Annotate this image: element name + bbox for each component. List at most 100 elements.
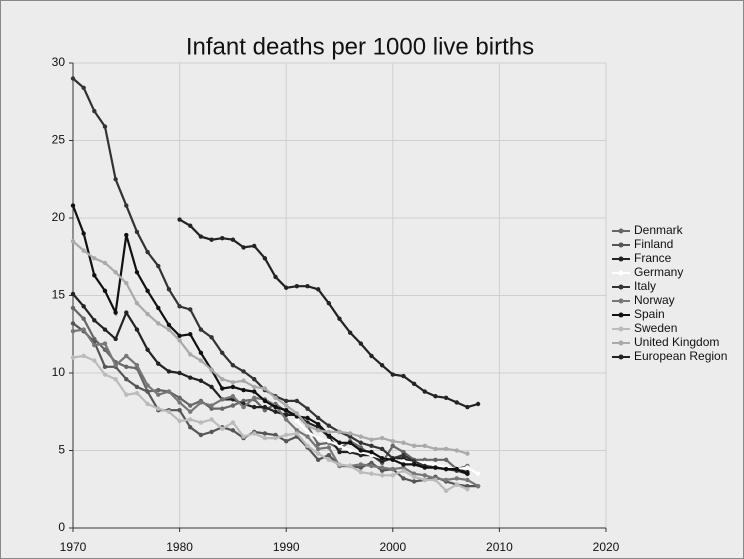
x-tick-label: 1990: [273, 540, 300, 554]
data-point: [390, 466, 395, 472]
legend-marker: [618, 242, 624, 248]
data-point: [358, 341, 364, 346]
data-point: [273, 432, 278, 438]
data-point: [113, 177, 118, 182]
x-tick-label: 2010: [486, 540, 513, 554]
data-point: [284, 408, 289, 413]
data-point: [134, 384, 140, 390]
data-point: [230, 428, 236, 433]
data-point: [262, 404, 268, 410]
legend-label: European Region: [634, 349, 727, 363]
data-point: [390, 457, 395, 462]
data-point: [188, 425, 193, 430]
data-point: [315, 421, 321, 427]
legend-label: Denmark: [634, 223, 684, 237]
data-point: [369, 452, 374, 458]
data-point: [337, 449, 342, 455]
data-point: [113, 336, 118, 342]
data-point: [134, 301, 140, 306]
data-point: [465, 477, 470, 483]
data-point: [262, 408, 268, 413]
data-point: [315, 435, 321, 441]
data-point: [401, 373, 406, 379]
y-tick-label: 0: [58, 520, 65, 534]
data-point: [198, 420, 204, 425]
data-point: [81, 316, 86, 321]
data-point: [102, 341, 108, 346]
data-point: [166, 327, 172, 332]
data-point: [230, 384, 236, 390]
data-point: [379, 446, 385, 452]
data-point: [230, 394, 236, 399]
legend-label: France: [634, 251, 672, 265]
data-point: [113, 310, 118, 315]
data-point: [124, 310, 129, 315]
data-point: [220, 386, 225, 391]
x-tick-label: 2000: [379, 540, 406, 554]
data-point: [326, 429, 332, 435]
data-point: [102, 364, 108, 369]
data-point: [326, 452, 332, 458]
data-point: [347, 440, 353, 445]
data-point: [70, 239, 76, 244]
data-point: [198, 350, 204, 356]
legend-label: Sweden: [634, 321, 677, 335]
data-point: [443, 395, 449, 400]
data-point: [262, 386, 268, 391]
data-point: [70, 321, 76, 326]
data-point: [70, 291, 76, 297]
data-point: [220, 406, 225, 411]
data-point: [166, 322, 172, 328]
data-point: [252, 431, 257, 436]
data-point: [262, 256, 268, 261]
data-point: [92, 342, 97, 348]
data-point: [315, 451, 321, 456]
data-point: [124, 280, 129, 286]
data-point: [358, 470, 364, 475]
data-point: [70, 305, 76, 311]
data-point: [379, 473, 385, 478]
data-point: [401, 459, 406, 464]
data-point: [326, 439, 332, 444]
data-point: [209, 429, 214, 435]
data-point: [81, 327, 86, 332]
data-point: [347, 330, 353, 335]
data-point: [401, 440, 406, 445]
data-point: [252, 404, 257, 410]
data-point: [102, 347, 108, 352]
data-point: [230, 380, 236, 385]
data-point: [124, 364, 129, 369]
data-point: [369, 463, 374, 469]
data-point: [262, 431, 268, 436]
data-point: [166, 389, 172, 394]
data-point: [337, 462, 342, 467]
data-point: [81, 353, 86, 359]
data-point: [209, 406, 214, 411]
data-point: [124, 232, 129, 238]
data-point: [124, 353, 129, 359]
data-point: [465, 487, 470, 492]
data-point: [369, 353, 374, 359]
data-point: [433, 477, 438, 483]
data-point: [284, 285, 289, 290]
data-point: [401, 449, 406, 455]
data-point: [188, 223, 193, 228]
data-point: [177, 338, 182, 343]
data-point: [252, 243, 257, 249]
data-point: [358, 452, 364, 458]
data-point: [284, 412, 289, 418]
data-point: [134, 363, 140, 368]
data-point: [401, 465, 406, 470]
data-point: [81, 248, 86, 253]
data-point: [379, 465, 385, 470]
data-point: [145, 389, 150, 394]
data-point: [294, 431, 300, 436]
data-point: [198, 378, 204, 383]
data-point: [241, 245, 246, 250]
data-point: [443, 477, 449, 483]
data-point: [454, 482, 459, 487]
data-point: [198, 400, 204, 405]
data-point: [443, 466, 449, 472]
data-point: [379, 456, 385, 461]
data-point: [305, 434, 310, 439]
